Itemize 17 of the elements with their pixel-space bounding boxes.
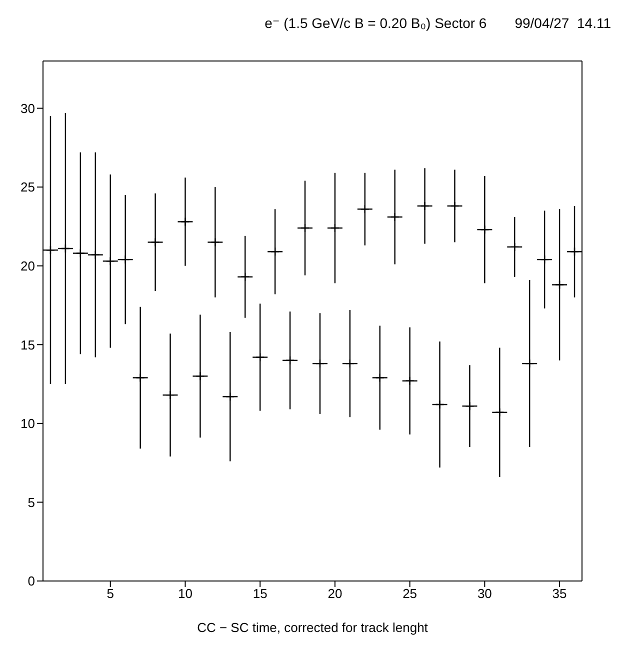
x-axis-title: CC − SC time, corrected for track lenght [197,620,428,635]
y-tick-label: 5 [28,494,35,510]
x-tick-label: 30 [477,586,492,602]
y-tick-label: 10 [20,416,35,432]
y-tick-label: 30 [20,100,35,116]
x-tick-label: 15 [252,586,268,602]
y-tick-label: 0 [28,574,35,589]
x-tick-label: 5 [106,586,114,602]
chart-subtitle: 99/04/27 14.11 [514,15,611,31]
x-tick-label: 35 [552,586,567,602]
x-tick-label: 25 [402,586,418,602]
x-tick-label: 20 [328,586,342,602]
y-tick-label: 25 [20,180,35,195]
x-tick-label: 10 [178,586,192,602]
chart-title: e⁻ (1.5 GeV/c B = 0.20 B₀) Sector 6 [264,14,487,32]
y-tick-label: 15 [20,337,35,352]
y-tick-label: 20 [20,258,35,274]
